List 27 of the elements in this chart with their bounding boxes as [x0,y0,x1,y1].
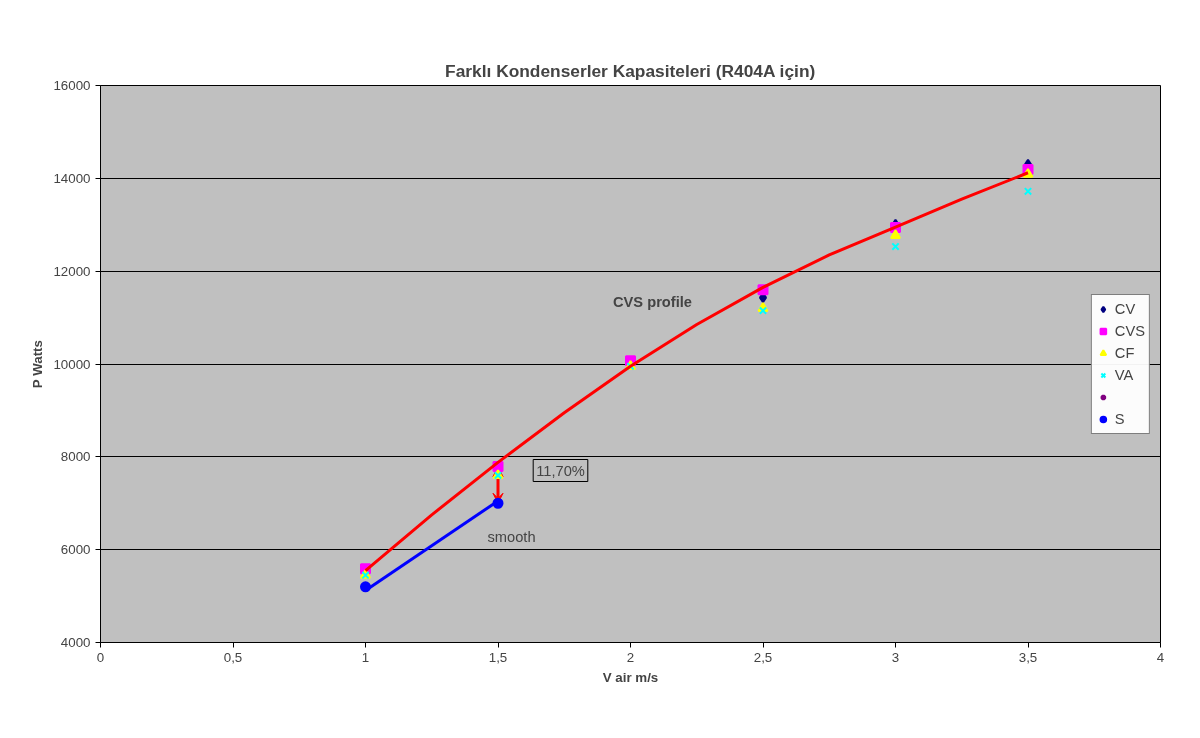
x-tick-label: 0 [96,649,105,665]
x-tick-label: 3 [891,649,900,665]
legend-label: VA [1114,366,1135,383]
x-tick-label: 2,5 [753,649,773,665]
x-tick-label: 1,5 [488,649,508,665]
legend-label: CV [1114,300,1136,317]
y-tick-label: 8000 [60,449,91,465]
y-axis-title: P Watts [30,340,46,389]
y-tick-label: 12000 [53,263,91,279]
y-tick-label: 6000 [60,542,91,558]
legend-label: S [1114,410,1126,427]
x-axis-title: V air m/s [602,669,659,685]
y-tick-label: 10000 [53,356,91,372]
annotation: smooth [487,528,536,545]
x-tick-label: 3,5 [1018,649,1038,665]
y-tick-label: 4000 [60,635,91,650]
annotation: 11,70% [536,462,585,479]
x-tick-label: 1 [361,649,370,665]
y-tick-label: 16000 [53,78,91,93]
x-tick-label: 2 [626,649,635,665]
annotation: CVS profile [613,293,692,310]
chart-title: Farklı Kondenserler Kapasiteleri (R404A için) [445,60,816,81]
x-tick-label: 0,5 [223,649,243,665]
legend-label: CVS [1114,322,1145,339]
legend-label: CF [1114,344,1135,361]
y-tick-label: 14000 [53,170,91,186]
x-tick-label: 4 [1156,649,1165,665]
